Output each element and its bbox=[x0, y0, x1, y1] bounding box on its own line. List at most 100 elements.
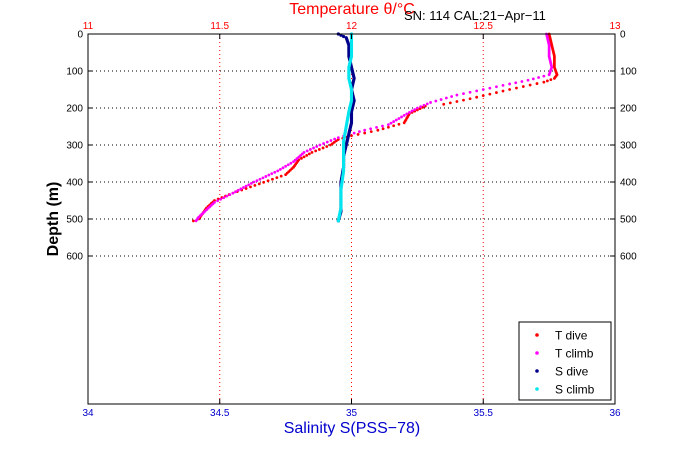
data-point bbox=[302, 155, 306, 159]
legend-marker bbox=[535, 351, 539, 355]
right-tick-label: 300 bbox=[620, 141, 637, 152]
data-point bbox=[369, 127, 372, 131]
bottom-tick-label: 35 bbox=[346, 408, 358, 419]
data-point bbox=[281, 166, 285, 170]
left-tick-label: 200 bbox=[66, 104, 83, 115]
data-point bbox=[234, 190, 237, 194]
data-point bbox=[322, 142, 325, 145]
data-point bbox=[333, 137, 337, 141]
right-tick-label: 500 bbox=[620, 215, 637, 226]
data-point bbox=[278, 167, 282, 171]
data-point bbox=[216, 199, 219, 203]
data-point bbox=[363, 128, 367, 132]
data-point bbox=[267, 173, 271, 177]
data-point bbox=[289, 161, 293, 165]
data-point bbox=[495, 85, 498, 89]
data-point bbox=[508, 88, 511, 91]
data-point bbox=[244, 187, 248, 190]
data-point bbox=[317, 148, 321, 151]
data-point bbox=[305, 149, 309, 153]
data-point bbox=[468, 97, 472, 101]
data-point bbox=[389, 121, 393, 125]
data-point bbox=[392, 124, 396, 128]
data-point bbox=[225, 194, 229, 198]
data-point bbox=[318, 143, 322, 147]
series-t-dive bbox=[192, 32, 559, 223]
data-point bbox=[397, 122, 401, 126]
legend-marker bbox=[535, 387, 539, 391]
top-tick-label: 11 bbox=[83, 21, 94, 32]
top-tick-label: 12 bbox=[346, 21, 358, 32]
data-point bbox=[266, 179, 270, 183]
data-point bbox=[381, 124, 384, 128]
data-point bbox=[284, 164, 288, 168]
data-point bbox=[386, 123, 390, 127]
top-tick-label: 12.5 bbox=[474, 21, 494, 32]
data-point bbox=[501, 89, 505, 93]
legend[interactable]: T dive T climb S dive S climb bbox=[518, 321, 612, 401]
sensor-annotation: SN: 114 CAL:21−Apr−11 bbox=[404, 8, 546, 23]
left-tick-label: 0 bbox=[77, 30, 83, 41]
data-point bbox=[545, 79, 549, 83]
series-layer bbox=[192, 32, 559, 223]
bottom-tick-label: 34.5 bbox=[210, 408, 230, 419]
data-point bbox=[434, 99, 438, 103]
data-point bbox=[273, 170, 277, 174]
data-point bbox=[312, 146, 315, 150]
data-point bbox=[247, 183, 251, 187]
data-point bbox=[255, 179, 259, 183]
series-t-climb bbox=[194, 32, 554, 223]
data-point bbox=[397, 117, 401, 120]
data-point bbox=[192, 219, 195, 223]
data-point bbox=[450, 95, 454, 98]
data-point bbox=[308, 148, 312, 151]
data-point bbox=[400, 115, 403, 119]
legend-label: S climb bbox=[555, 383, 595, 397]
data-point bbox=[292, 160, 295, 164]
data-point bbox=[321, 146, 325, 150]
data-point bbox=[228, 193, 232, 197]
data-point bbox=[375, 126, 378, 129]
data-point bbox=[284, 173, 288, 177]
data-point bbox=[408, 111, 411, 114]
data-point bbox=[488, 92, 492, 96]
left-tick-label: 400 bbox=[66, 178, 83, 189]
data-point bbox=[275, 176, 279, 180]
series-s-climb bbox=[336, 32, 354, 223]
data-point bbox=[547, 73, 551, 77]
data-point bbox=[425, 102, 429, 106]
data-point bbox=[231, 191, 235, 195]
data-point bbox=[542, 74, 546, 78]
data-point bbox=[537, 76, 540, 79]
data-point bbox=[341, 34, 346, 39]
data-point bbox=[249, 181, 253, 185]
data-point bbox=[325, 145, 329, 148]
data-point bbox=[415, 106, 419, 110]
right-tick-label: 600 bbox=[620, 252, 637, 263]
data-point bbox=[264, 175, 268, 178]
data-point bbox=[508, 82, 511, 86]
data-point bbox=[381, 127, 385, 131]
data-point bbox=[514, 81, 518, 85]
y-axis-label: Depth (m) bbox=[45, 182, 62, 257]
right-tick-label: 100 bbox=[620, 67, 637, 78]
data-point bbox=[481, 88, 485, 91]
data-point bbox=[334, 139, 338, 143]
data-point bbox=[242, 186, 245, 189]
legend-box bbox=[518, 321, 612, 401]
data-point bbox=[413, 108, 417, 111]
data-point bbox=[271, 177, 274, 181]
data-point bbox=[475, 89, 479, 93]
data-point bbox=[314, 149, 318, 153]
data-point bbox=[219, 197, 223, 201]
data-point bbox=[410, 109, 414, 113]
data-point bbox=[549, 78, 553, 82]
data-point bbox=[261, 176, 265, 180]
data-point bbox=[419, 105, 423, 109]
data-point bbox=[501, 83, 505, 87]
top-tick-label: 11.5 bbox=[210, 21, 229, 32]
bottom-tick-label: 34 bbox=[82, 408, 94, 419]
data-point bbox=[429, 101, 432, 104]
data-point bbox=[481, 94, 485, 98]
